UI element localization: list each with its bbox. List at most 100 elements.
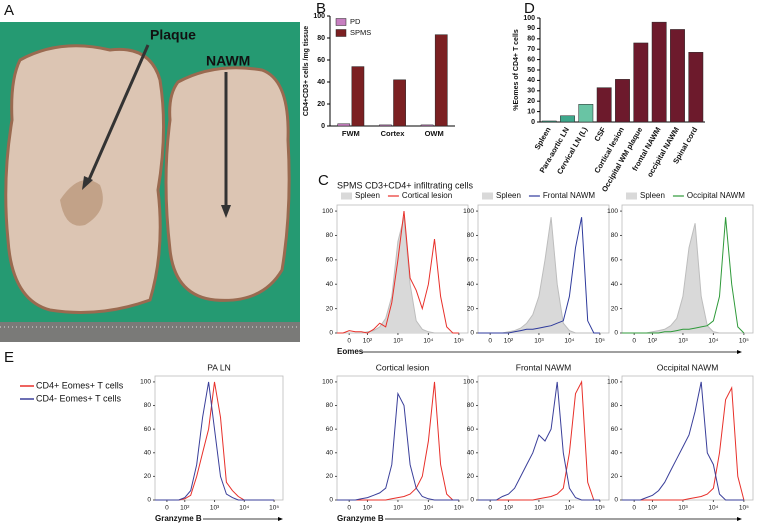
histogram-curve [622, 385, 745, 501]
y-tick-label: 100 [523, 15, 535, 22]
x-tick-label: 10⁵ [269, 505, 279, 512]
legend-swatch [335, 29, 347, 37]
bar [651, 21, 667, 123]
plot-title: Occipital NAWM [657, 362, 719, 372]
y-tick-label: 40 [144, 449, 152, 456]
y-tick-label: 80 [317, 35, 325, 42]
legend-label: Cortical lesion [402, 191, 452, 200]
photo: Plaque NAWM A [0, 2, 300, 342]
bar [688, 52, 704, 123]
legend-label: Spleen [496, 191, 521, 200]
y-tick-label: 20 [326, 473, 334, 480]
bar [560, 115, 575, 123]
x-tick-label: 10³ [210, 505, 220, 512]
x-tick-label: OWM [425, 129, 444, 138]
y-tick-label: 0 [531, 119, 535, 126]
y-tick-label: 20 [467, 473, 475, 480]
y-tick-label: 70 [527, 46, 535, 53]
legend-label: Spleen [355, 191, 380, 200]
plot-frame [154, 375, 284, 501]
legend-label: CD4- Eomes+ T cells [36, 393, 121, 403]
y-tick-label: 10 [527, 108, 535, 115]
y-tick-label: 20 [611, 305, 619, 312]
y-tick-label: 20 [317, 101, 325, 108]
x-tick-label: 0 [488, 338, 492, 345]
y-tick-label: 40 [467, 281, 475, 288]
plot-title: Frontal NAWM [516, 362, 571, 372]
y-tick-label: 20 [467, 305, 475, 312]
bar [434, 34, 448, 127]
bar [379, 124, 392, 127]
y-tick-label: 40 [611, 449, 619, 456]
y-axis-label: %Eomes of CD4+ T cells [513, 29, 520, 111]
legend-label: PD [350, 17, 361, 26]
legend-label: SPMS [350, 28, 371, 37]
x-tick-label: 10³ [678, 505, 688, 512]
bar [578, 104, 594, 123]
x-axis-label: Granzyme B [155, 514, 202, 523]
y-tick-label: 20 [326, 305, 334, 312]
y-tick-label: 0 [329, 330, 333, 337]
x-tick-label: 10⁵ [595, 505, 605, 512]
y-tick-label: 100 [607, 379, 618, 386]
y-tick-label: 60 [611, 257, 619, 264]
x-tick-label: 10⁵ [454, 338, 464, 345]
x-tick-label: 10² [648, 505, 658, 512]
histogram-curve [337, 211, 459, 334]
y-tick-label: 100 [140, 379, 151, 386]
y-tick-label: 60 [467, 426, 475, 433]
y-tick-label: 0 [614, 330, 618, 337]
histogram-curve [478, 217, 600, 334]
x-tick-label: Cortex [381, 129, 406, 138]
annotation: NAWM [206, 53, 250, 69]
x-tick-label: 0 [165, 505, 169, 512]
legend-swatch [626, 192, 637, 200]
y-tick-label: 30 [527, 88, 535, 95]
bar [615, 79, 630, 123]
x-tick-label: 10⁴ [564, 505, 574, 512]
bar [670, 29, 685, 123]
y-tick-label: 40 [326, 449, 334, 456]
y-tick-label: 60 [326, 257, 334, 264]
legend-label: CD4+ Eomes+ T cells [36, 380, 124, 390]
plot-title: Cortical lesion [376, 362, 430, 372]
y-tick-label: 40 [527, 77, 535, 84]
x-tick-label: 10⁴ [239, 505, 249, 512]
plaque-region [60, 180, 103, 226]
x-arrow-head [737, 517, 742, 521]
y-tick-label: 40 [326, 281, 334, 288]
x-tick-label: 10⁵ [454, 505, 464, 512]
bar [337, 123, 351, 127]
x-tick-label: 10⁴ [708, 505, 718, 512]
bar [633, 42, 649, 123]
plot-title: PA LN [207, 362, 230, 372]
x-arrow-head [278, 517, 283, 521]
y-tick-label: 80 [144, 402, 152, 409]
x-tick-label: 10² [363, 338, 373, 345]
x-tick-label: CSF [592, 125, 608, 143]
histogram-curve [155, 381, 275, 501]
x-tick-label: 10² [504, 505, 514, 512]
histogram-curve [337, 217, 459, 334]
x-tick-label: 0 [347, 338, 351, 345]
x-tick-label: 10³ [393, 338, 403, 345]
y-tick-label: 0 [329, 497, 333, 504]
legend-swatch [341, 192, 352, 200]
histogram-curve [622, 223, 744, 334]
y-tick-label: 100 [463, 379, 474, 386]
x-tick-label: 10³ [393, 505, 403, 512]
y-tick-label: 100 [607, 208, 618, 215]
plot-frame [336, 375, 469, 501]
x-tick-label: 0 [347, 505, 351, 512]
x-axis-label: Granzyme B [337, 514, 384, 523]
panel-letter: C [318, 172, 329, 189]
panel-title: SPMS CD3+CD4+ infiltrating cells [337, 180, 474, 190]
x-tick-label: 10³ [534, 505, 544, 512]
y-tick-label: 0 [321, 123, 325, 130]
y-tick-label: 40 [611, 281, 619, 288]
bar [596, 87, 612, 123]
x-tick-label: 10⁴ [423, 505, 433, 512]
x-axis-label: Eomes [337, 347, 364, 356]
arrow [86, 44, 150, 183]
